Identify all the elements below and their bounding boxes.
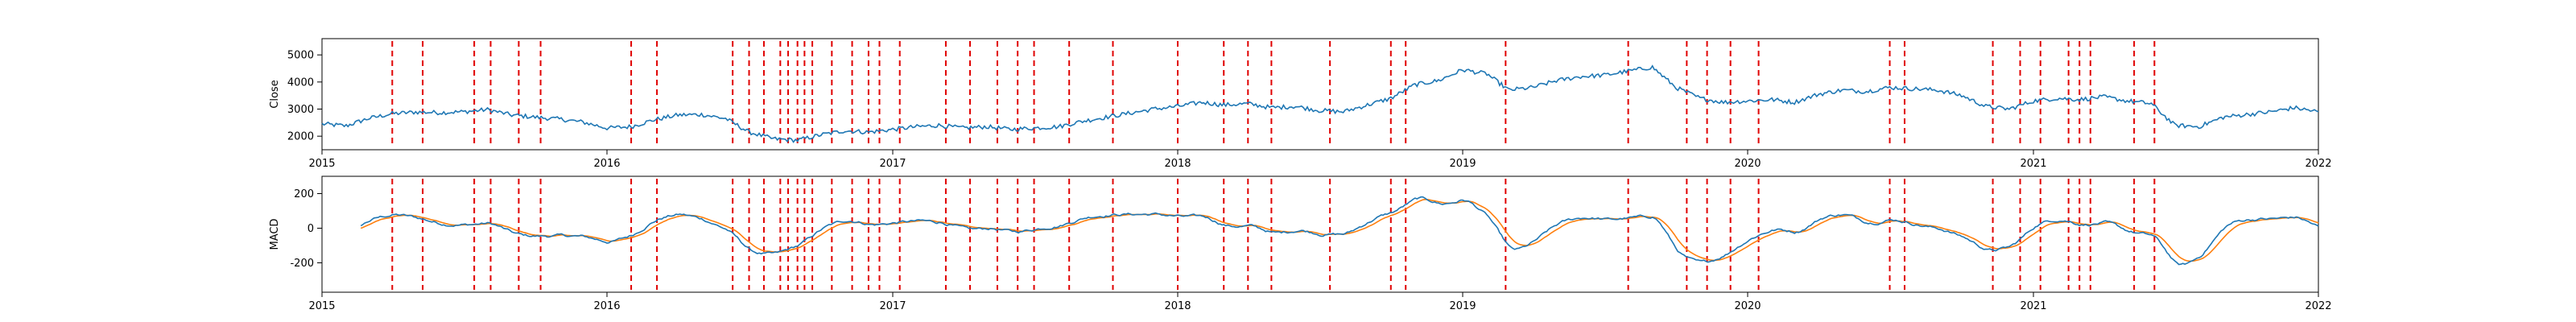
- close-y-tick-label: 4000: [287, 76, 314, 89]
- close-x-tick-label: 2021: [2020, 158, 2046, 170]
- macd-x-tick-label: 2021: [2020, 300, 2046, 312]
- macd-y-tick-label: 200: [294, 188, 314, 200]
- macd-plot-frame: [321, 175, 2319, 293]
- macd-y-tick-label: -200: [290, 258, 314, 270]
- macd-x-tick-label: 2022: [2305, 300, 2331, 312]
- close-x-ticks: 2015 2016 2017 2018 2019 2020 2021 2022: [308, 150, 2332, 170]
- close-y-tick-label: 3000: [287, 104, 314, 116]
- macd-x-tick-label: 2016: [593, 300, 620, 312]
- macd-x-ticks: 2015 2016 2017 2018 2019 2020 2021 2022: [308, 292, 2332, 312]
- macd-x-tick-label: 2015: [308, 300, 335, 312]
- close-price-panel: 2000 3000 4000 5000 2015 2016 2017 2018 2019 202…: [269, 38, 2332, 170]
- macd-series-group: [360, 196, 2319, 266]
- macd-series-line: [360, 196, 2319, 266]
- macd-series-line: [360, 199, 2319, 262]
- macd-x-tick-label: 2018: [1164, 300, 1191, 312]
- macd-y-ticks: -200 0 200: [290, 188, 322, 270]
- close-x-tick-label: 2015: [308, 158, 335, 170]
- close-y-tick-label: 5000: [287, 50, 314, 62]
- close-y-axis-label: Close: [269, 80, 281, 108]
- close-y-tick-label: 2000: [287, 131, 314, 143]
- close-x-tick-label: 2020: [1734, 158, 1761, 170]
- close-x-tick-label: 2022: [2305, 158, 2331, 170]
- macd-y-tick-label: 0: [308, 223, 314, 235]
- close-x-tick-label: 2016: [593, 158, 620, 170]
- macd-x-tick-label: 2020: [1734, 300, 1761, 312]
- close-series-group: [321, 64, 2319, 143]
- close-y-ticks: 2000 3000 4000 5000: [287, 50, 322, 143]
- close-x-tick-label: 2019: [1449, 158, 1476, 170]
- close-x-tick-label: 2017: [879, 158, 906, 170]
- macd-event-lines: [391, 179, 2156, 290]
- macd-y-axis-label: MACD: [269, 219, 281, 250]
- macd-x-tick-label: 2017: [879, 300, 906, 312]
- close-plot-frame: [321, 38, 2319, 151]
- close-event-lines: [391, 41, 2156, 147]
- macd-panel: -200 0 200 2015 2016 2017 2018 2019 2020 2021 202…: [269, 175, 2332, 312]
- close-series-line: [321, 64, 2319, 143]
- close-x-tick-label: 2018: [1164, 158, 1191, 170]
- macd-x-tick-label: 2019: [1449, 300, 1476, 312]
